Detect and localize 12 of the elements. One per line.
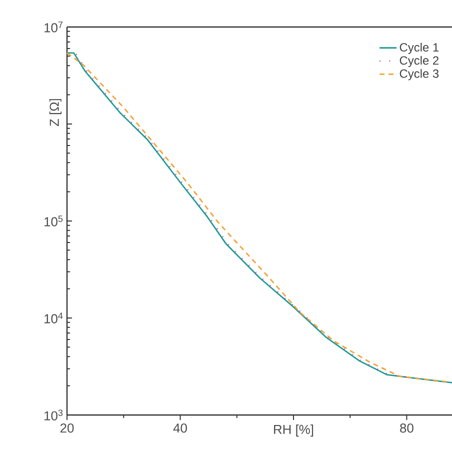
y-tick-label: 10$^{4}$ [44,312,63,324]
x-tick-label: 80 [400,423,414,433]
y-axis-title: Z [Ω] [49,99,62,126]
x-tick-label: 20 [60,423,74,433]
legend-label: Cycle 1 [400,42,439,54]
y-tick-label: 10$^{5}$ [44,216,63,226]
legend-label: Cycle 3 [400,69,439,80]
y-tick-label: 10$^{7}$ [44,22,63,32]
legend-label: Cycle 2 [400,56,439,68]
x-axis-title: RH [%] [274,424,314,437]
x-tick-label: 40 [173,423,187,433]
y-tick-label: 10$^{3}$ [44,410,63,420]
